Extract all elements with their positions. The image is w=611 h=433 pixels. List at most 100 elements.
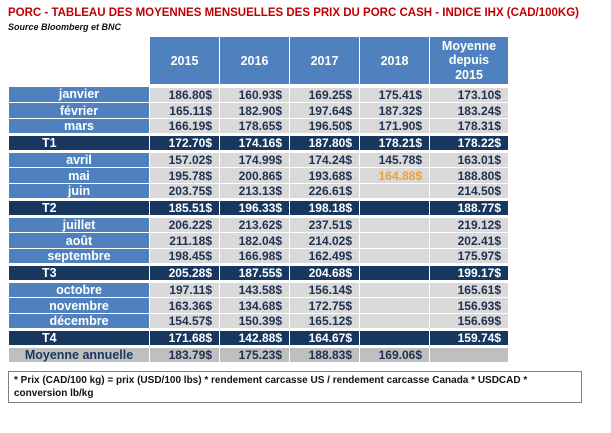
cell: 196.33$ <box>219 198 290 219</box>
cell: 204.68$ <box>289 263 360 284</box>
cell: 165.11$ <box>149 102 220 120</box>
row-label: janvier <box>8 85 150 104</box>
row-label: T2 <box>8 198 150 219</box>
cell: 188.80$ <box>429 167 509 185</box>
cell: 199.17$ <box>429 263 509 284</box>
cell: 187.80$ <box>289 133 360 154</box>
cell: 163.36$ <box>149 297 220 315</box>
cell: 163.01$ <box>429 151 509 169</box>
cell: 157.02$ <box>149 151 220 169</box>
table-row-avril: avril 157.02$ 174.99$ 174.24$ 145.78$ 163.01$ <box>8 151 509 169</box>
price-table: 2015 2016 2017 2018 Moyenne depuis 2015 … <box>8 36 509 364</box>
table-row-mai: mai 195.78$ 200.86$ 193.68$ 164.88$ 188.80$ <box>8 167 509 185</box>
col-header-2018: 2018 <box>359 36 430 89</box>
cell: 166.19$ <box>149 118 220 136</box>
cell: 175.41$ <box>359 85 430 104</box>
cell: 165.61$ <box>429 281 509 299</box>
row-label: T3 <box>8 263 150 284</box>
source-note: Source Bloomberg et BNC <box>8 22 122 32</box>
cell: 198.45$ <box>149 248 220 266</box>
cell: 205.28$ <box>149 263 220 284</box>
row-label: août <box>8 232 150 250</box>
cell: 178.65$ <box>219 118 290 136</box>
cell <box>359 216 430 234</box>
cell: 187.32$ <box>359 102 430 120</box>
col-header-moyenne-depuis-2015: Moyenne depuis 2015 <box>429 36 509 89</box>
cell: 166.98$ <box>219 248 290 266</box>
col-header-2016: 2016 <box>219 36 290 89</box>
cell: 182.04$ <box>219 232 290 250</box>
cell: 200.86$ <box>219 167 290 185</box>
cell <box>359 198 430 219</box>
table-row-moyenne-annuelle: Moyenne annuelle 183.79$ 175.23$ 188.83$ 169… <box>8 346 509 364</box>
table-row-t1: T1 172.70$ 174.16$ 187.80$ 178.21$ 178.22$ <box>8 133 509 154</box>
cell: 156.93$ <box>429 297 509 315</box>
cell: 160.93$ <box>219 85 290 104</box>
table-row-juillet: juillet 206.22$ 213.62$ 237.51$ 219.12$ <box>8 216 509 234</box>
cell-highlighted: 164.88$ <box>359 167 430 185</box>
cell: 178.31$ <box>429 118 509 136</box>
table-row-décembre: décembre 154.57$ 150.39$ 165.12$ 156.69$ <box>8 313 509 331</box>
row-label: octobre <box>8 281 150 299</box>
row-label: février <box>8 102 150 120</box>
cell <box>359 232 430 250</box>
row-label: Moyenne annuelle <box>8 346 150 364</box>
cell: 214.02$ <box>289 232 360 250</box>
cell: 142.88$ <box>219 328 290 349</box>
cell: 226.61$ <box>289 183 360 201</box>
cell: 156.69$ <box>429 313 509 331</box>
cell: 164.67$ <box>289 328 360 349</box>
cell <box>359 281 430 299</box>
cell <box>359 183 430 201</box>
cell: 172.70$ <box>149 133 220 154</box>
cell <box>429 346 509 364</box>
cell: 171.68$ <box>149 328 220 349</box>
cell: 172.75$ <box>289 297 360 315</box>
table-row-septembre: septembre 198.45$ 166.98$ 162.49$ 175.97$ <box>8 248 509 266</box>
table-row-février: février 165.11$ 182.90$ 197.64$ 187.32$ 183.2… <box>8 102 509 120</box>
cell: 187.55$ <box>219 263 290 284</box>
cell: 183.24$ <box>429 102 509 120</box>
table-row-juin: juin 203.75$ 213.13$ 226.61$ 214.50$ <box>8 183 509 201</box>
cell: 188.77$ <box>429 198 509 219</box>
cell: 173.10$ <box>429 85 509 104</box>
cell: 206.22$ <box>149 216 220 234</box>
cell: 143.58$ <box>219 281 290 299</box>
report: PORC - TABLEAU DES MOYENNES MENSUELLES D… <box>8 7 582 404</box>
row-label: mars <box>8 118 150 136</box>
cell: 196.50$ <box>289 118 360 136</box>
row-label: décembre <box>8 313 150 331</box>
cell: 193.68$ <box>289 167 360 185</box>
cell: 188.83$ <box>289 346 360 364</box>
corner-cell <box>8 36 150 87</box>
row-label: T1 <box>8 133 150 154</box>
cell: 165.12$ <box>289 313 360 331</box>
cell: 182.90$ <box>219 102 290 120</box>
header-row: 2015 2016 2017 2018 Moyenne depuis 2015 <box>8 36 509 89</box>
cell: 186.80$ <box>149 85 220 104</box>
cell: 174.24$ <box>289 151 360 169</box>
cell: 203.75$ <box>149 183 220 201</box>
cell: 150.39$ <box>219 313 290 331</box>
cell <box>359 297 430 315</box>
table-row-novembre: novembre 163.36$ 134.68$ 172.75$ 156.93$ <box>8 297 509 315</box>
cell: 156.14$ <box>289 281 360 299</box>
table-row-t2: T2 185.51$ 196.33$ 198.18$ 188.77$ <box>8 198 509 219</box>
row-label: avril <box>8 151 150 169</box>
cell: 214.50$ <box>429 183 509 201</box>
row-label: T4 <box>8 328 150 349</box>
cell: 219.12$ <box>429 216 509 234</box>
cell: 145.78$ <box>359 151 430 169</box>
row-label: novembre <box>8 297 150 315</box>
table-row-mars: mars 166.19$ 178.65$ 196.50$ 171.90$ 178.31$ <box>8 118 509 136</box>
cell: 197.11$ <box>149 281 220 299</box>
cell: 183.79$ <box>149 346 220 364</box>
cell: 175.23$ <box>219 346 290 364</box>
cell <box>359 263 430 284</box>
page-title: PORC - TABLEAU DES MOYENNES MENSUELLES D… <box>8 7 580 19</box>
cell: 195.78$ <box>149 167 220 185</box>
cell <box>359 313 430 331</box>
cell: 213.13$ <box>219 183 290 201</box>
cell: 197.64$ <box>289 102 360 120</box>
cell: 169.25$ <box>289 85 360 104</box>
